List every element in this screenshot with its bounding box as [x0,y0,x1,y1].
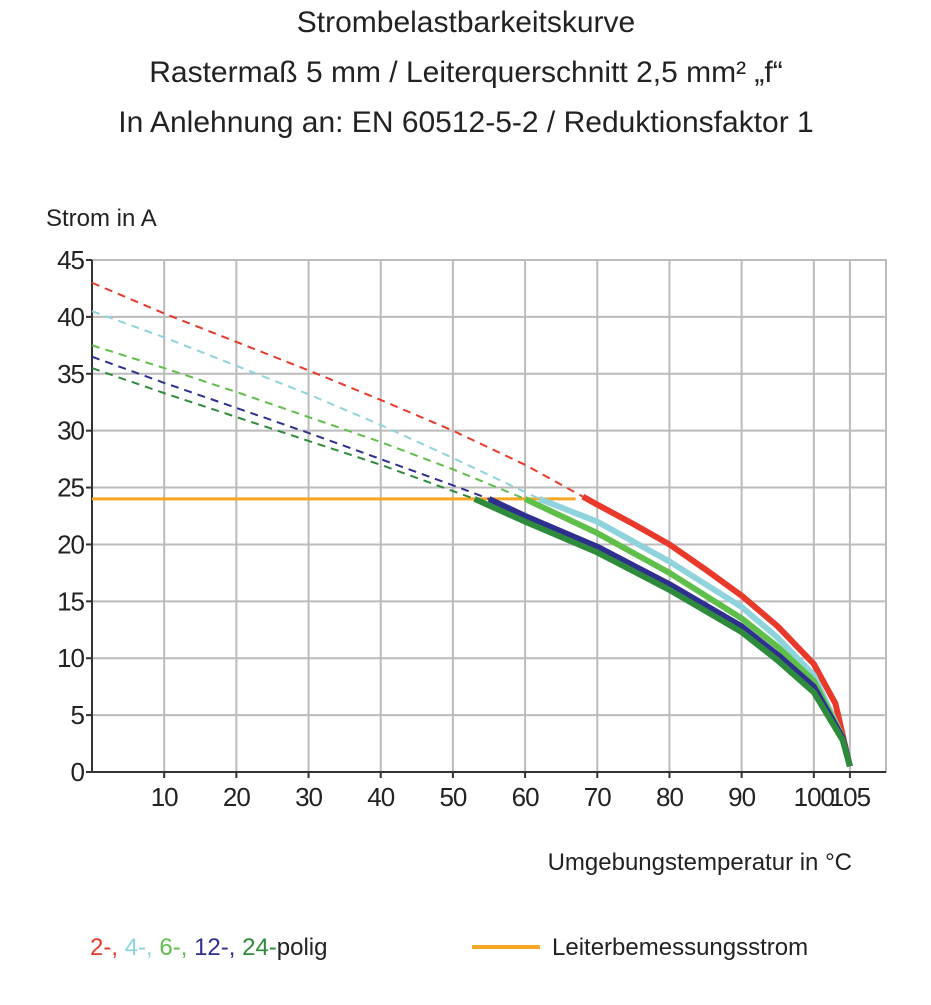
y-tick-label: 25 [57,473,84,503]
x-tick-label: 40 [367,782,394,812]
chart-title: Strombelastbarkeitskurve [297,6,635,39]
series-line [581,494,853,767]
series-line [473,496,853,768]
x-tick-label: 100 [794,782,835,812]
legend-entry: 4-, [125,934,153,961]
y-tick-label: 10 [57,643,84,673]
x-tick-label: 70 [584,782,611,812]
x-tick-label: 105 [830,782,871,812]
legend-entry: Leiterbemessungsstrom [552,934,808,961]
y-tick-label: 30 [57,416,84,446]
dashed-extension [91,355,490,500]
x-tick-label: 20 [223,782,250,812]
legend-entry: 6-, [159,934,187,961]
x-tick-label: 30 [295,782,322,812]
x-tick-label: 60 [512,782,539,812]
legend: 2-, 4-, 6-, 12-, 24-polig [90,934,328,961]
dashed-extension [91,310,540,500]
y-tick-label: 5 [71,700,85,730]
y-tick-label: 35 [57,359,84,389]
dashed-extension [91,281,584,498]
legend-entry: 24- [242,934,277,961]
dashed-extension [91,367,475,500]
x-tick-label: 10 [151,782,178,812]
legend-suffix: polig [277,934,328,961]
chart-title: Rastermaß 5 mm / Leiterquerschnitt 2,5 m… [149,56,783,89]
x-axis-label: Umgebungstemperatur in °C [548,849,852,876]
plot-area [91,259,887,773]
x-tick-label: 80 [656,782,683,812]
x-tick-label: 50 [439,782,466,812]
legend-entry: 12-, [194,934,235,961]
y-tick-label: 0 [71,757,85,787]
x-tick-label: 90 [728,782,755,812]
y-tick-label: 20 [57,529,84,559]
y-tick-label: 15 [57,586,84,616]
legend-entry: 2-, [90,934,118,961]
chart-title: In Anlehnung an: EN 60512-5-2 / Reduktio… [118,106,813,139]
y-tick-label: 40 [57,302,84,332]
y-axis-label: Strom in A [46,205,157,232]
y-tick-label: 45 [57,245,84,275]
dashed-extension [91,344,526,500]
